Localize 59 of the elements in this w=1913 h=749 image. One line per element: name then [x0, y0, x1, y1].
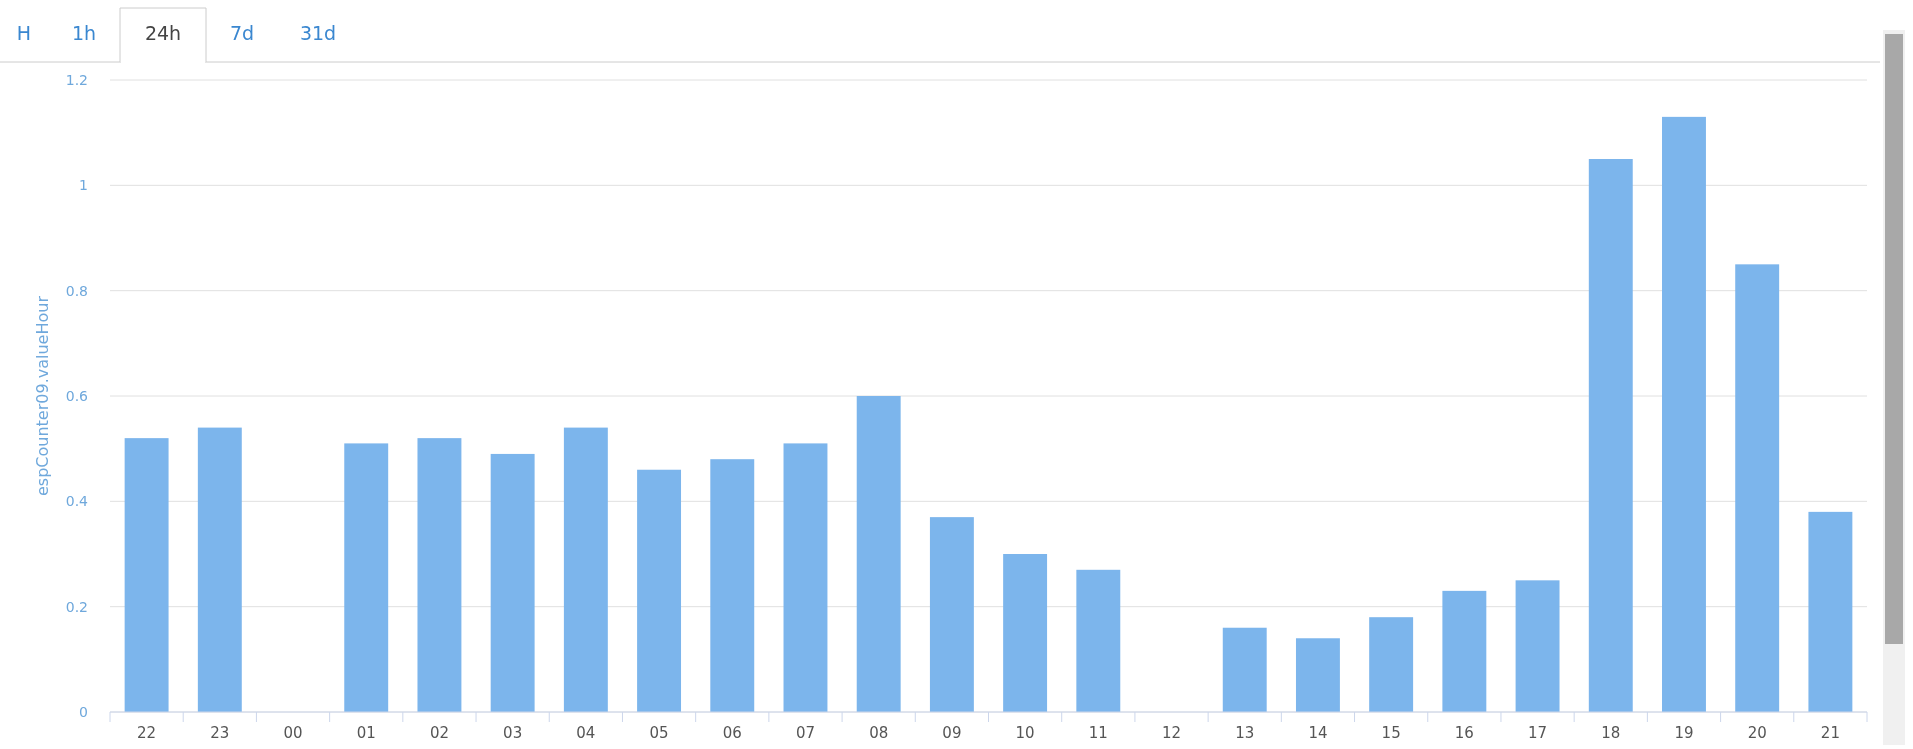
text: 7d [229, 22, 255, 44]
bar [1295, 638, 1340, 712]
bar [124, 438, 169, 712]
bar [490, 453, 535, 712]
x-tick-label: 04 [576, 724, 596, 742]
x-tick-label: 16 [1454, 724, 1474, 742]
y-tick-label: 0.6 [65, 387, 89, 404]
y-tick-label: 0.4 [65, 493, 89, 510]
x-tick-label: 08 [869, 724, 889, 742]
x-tick-label: 05 [649, 724, 669, 742]
x-tick-label: 20 [1747, 724, 1767, 742]
bar [783, 443, 828, 712]
bar [710, 459, 755, 712]
x-tick-label: 00 [283, 724, 303, 742]
x-tick-label: 14 [1308, 724, 1328, 742]
x-tick-label: 19 [1674, 724, 1694, 742]
bar [1076, 569, 1121, 712]
x-tick-label: 17 [1528, 724, 1548, 742]
bar [637, 469, 682, 712]
x-tick-label: 12 [1161, 724, 1182, 742]
x-tick-label: 15 [1381, 724, 1401, 742]
y-tick-label: 1.2 [65, 71, 88, 88]
x-tick-label: 02 [429, 724, 449, 742]
text: 1h [71, 22, 97, 44]
x-tick-label: 03 [503, 724, 523, 742]
bar [197, 427, 242, 712]
y-tick-label: 0 [79, 703, 88, 720]
x-tick-label: 01 [356, 724, 376, 742]
x-tick-label: 18 [1601, 724, 1621, 742]
text: 31d [299, 22, 337, 44]
bar [1222, 627, 1267, 712]
bar [417, 438, 462, 712]
x-tick-label: 11 [1088, 724, 1108, 742]
x-tick-label: 23 [210, 724, 230, 742]
x-tick-label: 13 [1235, 724, 1255, 742]
x-tick-label: 10 [1015, 724, 1035, 742]
bar [1662, 116, 1706, 712]
x-tick-label: 07 [795, 724, 816, 742]
bar [1735, 264, 1780, 712]
bar [1515, 580, 1560, 712]
bar [1369, 617, 1414, 712]
x-tick-label: 09 [942, 724, 962, 742]
text: H [16, 22, 32, 44]
bar [563, 427, 608, 712]
y-tick-label: 0.8 [65, 282, 88, 299]
bar [929, 517, 974, 712]
bar [1442, 590, 1487, 712]
bar [1588, 159, 1633, 712]
bar [344, 443, 389, 712]
y-tick-label: 0.2 [65, 598, 88, 615]
y-axis-title: espCounter09.valueHour [33, 295, 52, 496]
y-tick-label: 1 [79, 177, 88, 194]
x-tick-label: 22 [137, 724, 157, 742]
text: 24h [144, 22, 182, 44]
bar [856, 396, 901, 712]
x-tick-label: 21 [1820, 724, 1840, 742]
x-tick-label: 06 [722, 724, 742, 742]
bar [1003, 554, 1048, 712]
bar [1808, 511, 1853, 712]
